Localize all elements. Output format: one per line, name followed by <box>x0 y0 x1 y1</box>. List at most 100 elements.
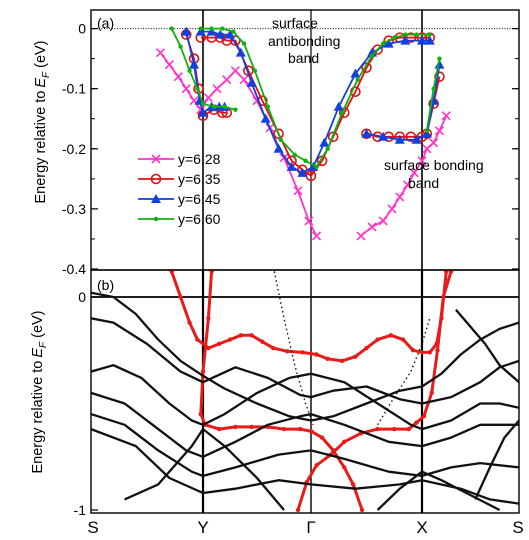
data-point <box>260 339 265 344</box>
y-tick-label: 0 <box>78 21 86 37</box>
band-line <box>91 291 519 422</box>
data-point <box>249 424 254 430</box>
data-point <box>353 354 358 359</box>
data-point <box>246 77 257 87</box>
data-point <box>308 428 314 434</box>
data-point <box>403 32 408 37</box>
data-point <box>227 337 233 342</box>
data-point <box>424 128 430 133</box>
data-point <box>297 167 308 177</box>
data-point <box>356 231 366 241</box>
data-point <box>238 333 243 338</box>
data-point <box>364 345 369 351</box>
data-point <box>222 75 232 85</box>
data-point <box>431 86 436 91</box>
data-point <box>361 128 372 138</box>
data-point <box>375 337 380 342</box>
data-point <box>273 143 284 153</box>
panel-b-high-symmetry-lines <box>201 270 424 513</box>
panel-b-y-axis-label: Energy relative toEF(eV) <box>30 310 49 473</box>
data-point <box>303 158 308 164</box>
band-line <box>91 428 519 505</box>
data-point <box>369 53 375 58</box>
data-point <box>198 411 203 417</box>
annotation-antibonding-line-3: band <box>288 50 319 66</box>
data-point <box>164 60 174 70</box>
data-point <box>178 294 183 300</box>
data-point <box>304 216 314 226</box>
data-point <box>203 93 213 103</box>
data-point <box>444 270 449 274</box>
panel-a-series <box>155 26 451 241</box>
data-point <box>429 390 434 396</box>
data-point <box>409 168 419 178</box>
series-line <box>425 58 441 131</box>
data-point <box>151 194 161 203</box>
data-point <box>206 316 211 321</box>
data-point <box>200 369 206 374</box>
data-point <box>292 152 297 158</box>
data-point <box>350 86 361 98</box>
y-tick-label: -0.3 <box>62 201 86 217</box>
data-point <box>235 47 246 57</box>
data-point <box>350 68 361 78</box>
series-y=6.60 <box>169 26 442 170</box>
data-point <box>265 104 270 109</box>
data-point <box>342 465 347 470</box>
data-point <box>434 71 445 82</box>
x-tick-label: Y <box>197 518 208 537</box>
data-point <box>155 48 166 58</box>
x-tick-label: S <box>87 518 98 537</box>
legend-item: y=6.45 <box>138 191 221 207</box>
data-point <box>414 420 419 425</box>
data-point <box>417 35 427 45</box>
data-point <box>427 350 432 355</box>
data-point <box>367 222 377 232</box>
data-point <box>260 113 271 123</box>
data-point <box>400 337 406 342</box>
data-point <box>153 216 159 222</box>
data-point <box>419 350 425 355</box>
data-point <box>225 29 235 39</box>
panel-a-y-ticks: 0 -0.1 -0.2 -0.3 -0.4 <box>62 21 519 277</box>
data-point <box>417 156 427 166</box>
data-point <box>434 126 445 136</box>
data-point <box>411 134 422 144</box>
data-point <box>173 72 183 82</box>
band-line <box>91 317 519 405</box>
data-point <box>249 333 254 338</box>
data-point <box>388 333 394 338</box>
band-line <box>91 391 519 458</box>
data-point <box>239 75 249 85</box>
band-line <box>91 364 519 431</box>
data-point <box>441 111 451 121</box>
data-point <box>325 356 330 361</box>
series-y=6.45 <box>181 26 445 177</box>
data-point <box>217 426 222 432</box>
data-point <box>333 101 344 111</box>
data-point <box>437 56 442 61</box>
data-point <box>394 134 405 144</box>
data-point <box>209 270 214 274</box>
data-point <box>169 270 174 274</box>
data-point <box>187 68 192 73</box>
data-point <box>319 137 330 147</box>
x-tick-label: Γ <box>306 518 315 537</box>
data-point <box>378 131 389 141</box>
data-point <box>355 77 360 82</box>
data-point <box>271 345 276 351</box>
y-tick-label: -0.4 <box>62 261 86 277</box>
data-point <box>286 161 297 171</box>
data-point <box>298 426 303 432</box>
data-point <box>222 104 227 109</box>
data-point <box>233 424 238 430</box>
data-point <box>233 107 238 112</box>
panel-a-y-axis-label: Energy relative toEF(eV) <box>33 40 52 203</box>
series-line <box>159 52 318 237</box>
data-point <box>181 84 191 94</box>
data-point <box>212 84 222 94</box>
panel-b-y-ticks: 0 -1 <box>74 289 98 518</box>
data-point <box>206 26 217 36</box>
data-point <box>230 66 240 76</box>
annotation-bonding-line-1: surface bonding <box>384 157 484 173</box>
